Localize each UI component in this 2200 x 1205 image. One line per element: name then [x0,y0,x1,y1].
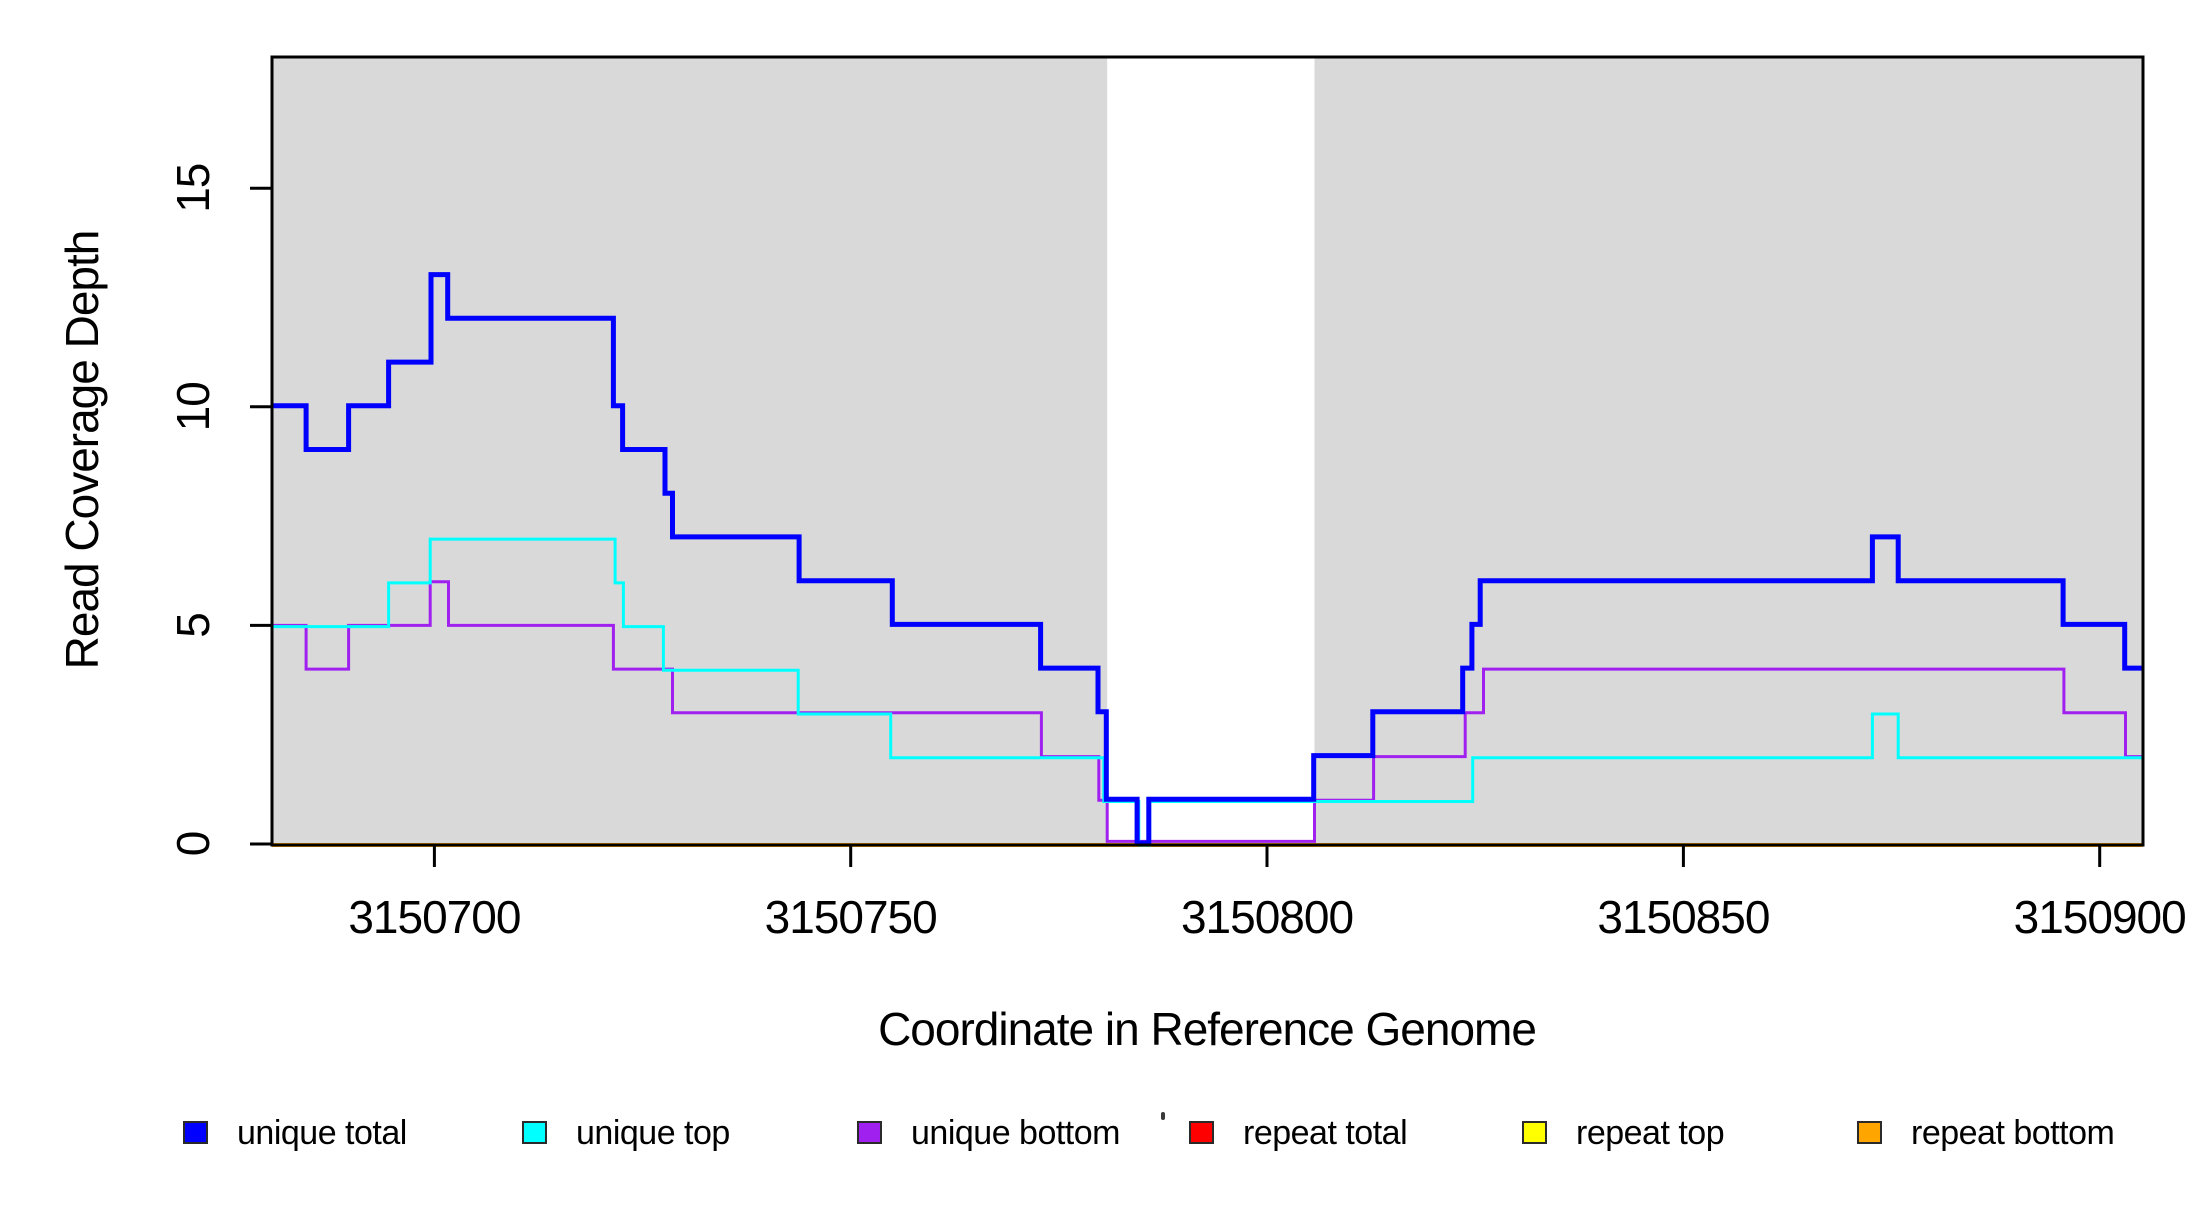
y-tick-label: 0 [167,832,219,857]
legend-label-repeat-bottom: repeat bottom [1911,1114,2114,1152]
plot-background-layer [272,58,2143,844]
x-tick-label: 3150800 [1181,891,1353,943]
series-unique-bottom [272,580,2143,843]
legend-label-repeat-total: repeat total [1243,1114,1407,1152]
legend-label-unique-top: unique top [576,1114,730,1152]
legend-item-unique-top: unique top [522,1114,730,1152]
legend-swatch-unique-top [522,1121,547,1144]
legend-label-repeat-top: repeat top [1576,1114,1724,1152]
legend: unique total unique top unique bottom re… [183,1112,2115,1152]
legend-swatch-repeat-bottom [1857,1121,1882,1144]
x-tick-label: 3150700 [348,891,520,943]
legend-swatch-repeat-top [1522,1121,1547,1144]
shaded-region [272,58,1108,844]
y-axis-title: Read Coverage Depth [56,231,108,670]
x-tick-label: 3150900 [2014,891,2186,943]
shaded-region [1314,58,2143,844]
axes-layer: 3150700 3150750 3150800 3150850 3150900 … [167,55,2187,943]
stray-mark [1161,1112,1165,1120]
legend-item-repeat-bottom: repeat bottom [1857,1114,2115,1152]
x-tick-label: 3150850 [1597,891,1769,943]
x-tick-label: 3150750 [765,891,937,943]
legend-item-repeat-total: repeat total [1189,1114,1408,1152]
legend-label-unique-bottom: unique bottom [911,1114,1120,1152]
legend-item-unique-bottom: unique bottom [857,1114,1121,1152]
y-tick-label: 10 [167,382,219,431]
legend-swatch-unique-bottom [857,1121,882,1144]
y-tick-label: 5 [167,613,219,638]
legend-label-unique-total: unique total [237,1114,407,1152]
plot-box [270,55,2145,847]
x-axis-title: Coordinate in Reference Genome [878,1003,1536,1055]
legend-item-repeat-top: repeat top [1522,1114,1725,1152]
legend-swatch-repeat-total [1189,1121,1214,1144]
legend-swatch-unique-total [183,1121,208,1144]
y-tick-label: 15 [167,164,219,213]
series-unique-top [272,537,2143,847]
series-unique-total [272,272,2143,846]
legend-item-unique-total: unique total [183,1114,407,1152]
